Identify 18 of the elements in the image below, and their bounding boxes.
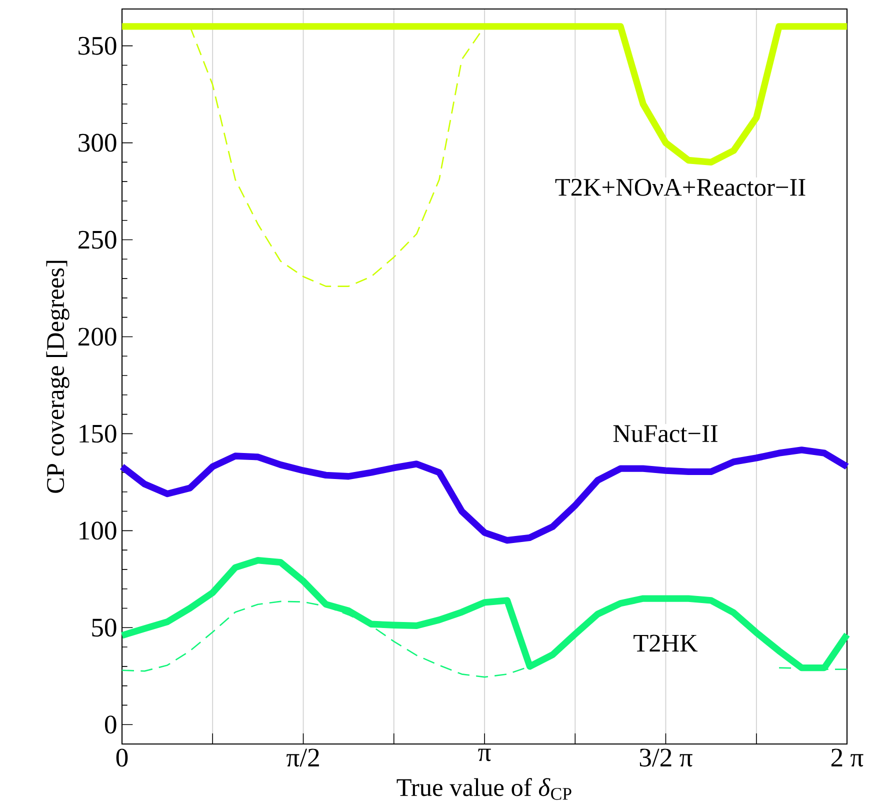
y-tick-label: 100 [80,522,116,540]
x-axis-title: True value of δ$_{CP}$ [396,778,572,800]
y-tick-label: 300 [78,134,116,152]
y-tick-label: 250 [78,230,116,249]
series-label: T2K+NOνA+Reactor−II [555,178,806,196]
y-tick-label: 200 [78,328,116,346]
y-tick-label: 150 [80,424,116,443]
series-label: T2HK [634,634,698,652]
x-tick-label: π [478,748,491,762]
series-label: NuFact−II [613,425,718,442]
x-tick-label: 0 [116,748,128,767]
x-tick-label: 3/2 π [640,748,692,767]
y-axis-title: CP coverage [Degrees] [46,260,70,493]
y-tick-label: 0 [104,716,116,734]
y-tick-label: 350 [78,36,116,55]
y-tick-label: 50 [92,618,116,637]
x-tick-label: π/2 [286,748,319,767]
x-tick-label: 2 π [831,748,864,767]
